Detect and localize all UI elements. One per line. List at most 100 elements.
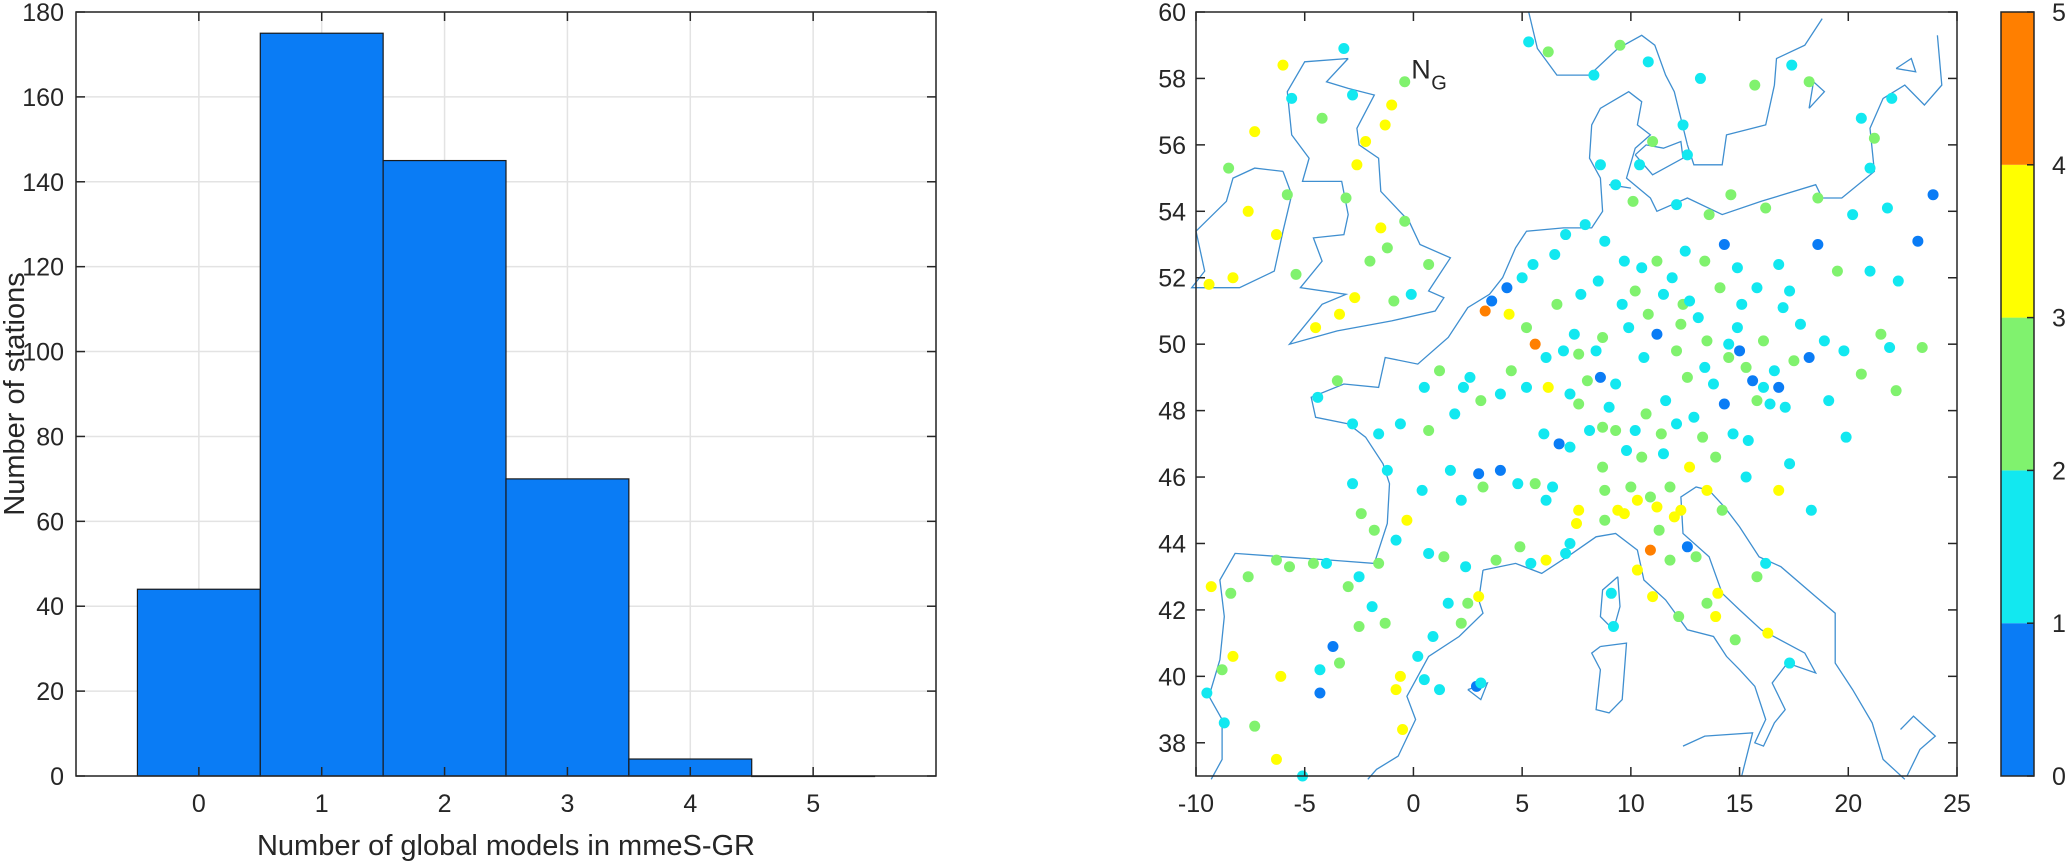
station-point (1227, 272, 1239, 284)
station-point (1642, 308, 1654, 320)
station-point (1718, 239, 1730, 251)
station-point (1864, 162, 1876, 174)
station-point (1818, 335, 1830, 347)
station-point (1664, 481, 1676, 493)
station-point (1290, 268, 1302, 280)
station-point (1331, 375, 1343, 387)
colorbar-tick-label: 0 (2052, 763, 2066, 791)
station-point (1314, 664, 1326, 676)
colorbar-tick-label: 4 (2052, 152, 2066, 180)
station-point (1660, 395, 1672, 407)
station-point (1505, 365, 1517, 377)
station-point (1275, 670, 1287, 682)
station-point (1373, 557, 1385, 569)
station-point (1381, 464, 1393, 476)
station-point (1875, 328, 1887, 340)
y-tick-label: 0 (50, 763, 64, 791)
station-point (1460, 561, 1472, 573)
y-tick-label: 38 (1158, 730, 1186, 758)
station-point (1740, 471, 1752, 483)
station-point (1310, 322, 1322, 334)
station-point (1740, 361, 1752, 373)
station-point (1434, 365, 1446, 377)
station-point (1242, 205, 1254, 217)
histogram-bar (382, 159, 507, 777)
map-area (1196, 12, 1957, 776)
y-tick-label: 60 (1158, 0, 1186, 27)
station-point (1412, 650, 1424, 662)
map-annotation-main: N (1411, 54, 1431, 84)
station-point (1655, 428, 1667, 440)
station-point (1364, 255, 1376, 267)
station-point (1525, 557, 1537, 569)
station-point (1327, 640, 1339, 652)
station-point (1636, 451, 1648, 463)
x-tick-label: 10 (1617, 790, 1645, 818)
station-point (1912, 235, 1924, 247)
station-point (1681, 541, 1693, 553)
station-point (1427, 630, 1439, 642)
y-tick-label: 60 (36, 508, 64, 536)
coastline (1482, 486, 1906, 780)
colorbar-segment (2001, 317, 2034, 471)
station-point (1868, 132, 1880, 144)
station-point (1553, 438, 1565, 450)
station-point (1205, 581, 1217, 593)
station-point (1749, 79, 1761, 91)
station-point (1762, 627, 1774, 639)
map-annotation-sub: G (1431, 72, 1447, 94)
station-point (1590, 345, 1602, 357)
station-point (1673, 611, 1685, 623)
station-point (1610, 425, 1622, 437)
station-point (1671, 418, 1683, 430)
station-point (1694, 72, 1706, 84)
station-point (1668, 511, 1680, 523)
station-point (1442, 597, 1454, 609)
station-point (1805, 504, 1817, 516)
station-point (1784, 657, 1796, 669)
station-point (1477, 481, 1489, 493)
y-tick-label: 46 (1158, 464, 1186, 492)
y-tick-label: 48 (1158, 398, 1186, 426)
station-point (1347, 478, 1359, 490)
station-point (1727, 428, 1739, 440)
x-tick-label: 3 (560, 790, 574, 818)
station-point (1599, 484, 1611, 496)
station-point (1679, 245, 1691, 257)
station-point (1916, 341, 1928, 353)
station-point (1405, 288, 1417, 300)
station-point (1283, 561, 1295, 573)
station-point (1636, 262, 1648, 274)
station-point (1560, 229, 1572, 241)
station-point (1397, 723, 1409, 735)
station-point (1651, 501, 1663, 513)
station-point (1490, 554, 1502, 566)
station-point (1270, 229, 1282, 241)
station-point (1703, 209, 1715, 221)
station-point (1642, 56, 1654, 68)
station-point (1603, 401, 1615, 413)
station-point (1551, 298, 1563, 310)
station-point (1277, 59, 1289, 71)
station-point (1594, 371, 1606, 383)
station-point (1573, 348, 1585, 360)
x-tick-label: 5 (806, 790, 820, 818)
station-point (1473, 468, 1485, 480)
station-point (1618, 508, 1630, 520)
coastline (1286, 57, 1452, 346)
station-point (1751, 282, 1763, 294)
station-point (1631, 494, 1643, 506)
station-point (1684, 295, 1696, 307)
station-point (1644, 544, 1656, 556)
station-point (1529, 338, 1541, 350)
station-point (1803, 76, 1815, 88)
station-point (1381, 242, 1393, 254)
colorbar-segment (2001, 12, 2034, 165)
station-point (1638, 351, 1650, 363)
station-point (1788, 355, 1800, 367)
station-point (1401, 514, 1413, 526)
station-point (1347, 418, 1359, 430)
station-point (1560, 547, 1572, 559)
station-point (1803, 351, 1815, 363)
station-point (1516, 272, 1528, 284)
